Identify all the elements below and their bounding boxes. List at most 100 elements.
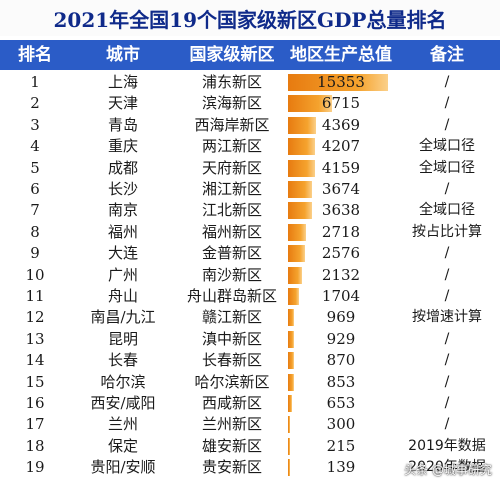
rank-cell: 12: [25, 308, 45, 327]
gdp-bar: [288, 437, 290, 455]
city-cell: 青岛: [107, 115, 138, 134]
city-cell: 南京: [107, 201, 138, 220]
note-cell: 按占比计算: [412, 223, 482, 240]
note-cell: /: [444, 416, 450, 433]
note-cell: /: [444, 181, 450, 197]
gdp-bar: [288, 159, 316, 177]
rank-cell: 3: [30, 115, 40, 134]
gdp-cell: 2132: [288, 265, 394, 286]
table-row: 13 昆明 滇中新区 929 /: [0, 329, 500, 350]
gdp-value: 2576: [321, 244, 361, 263]
city-cell: 大连: [107, 244, 138, 263]
city-cell: 西安/咸阳: [90, 394, 156, 412]
gdp-bar: [288, 223, 306, 241]
gdp-value: 2132: [321, 265, 361, 284]
city-cell: 成都: [107, 158, 138, 177]
rank-cell: 13: [25, 329, 45, 348]
zone-cell: 福州新区: [201, 222, 262, 241]
note-cell: /: [444, 373, 450, 390]
gdp-cell: 2576: [288, 243, 394, 264]
gdp-value: 1704: [321, 287, 361, 305]
watermark: 头条 @城事研究: [404, 463, 492, 477]
note-cell: 全域口径: [419, 202, 475, 219]
note-cell: 2020年数据: [408, 459, 486, 476]
rank-cell: 2: [30, 94, 40, 113]
city-cell: 哈尔滨: [100, 372, 146, 391]
rank-cell: 18: [25, 436, 45, 455]
zone-cell: 长春新区: [201, 351, 262, 370]
table-row: 7 南京 江北新区 3638 全域口径: [0, 200, 500, 221]
note-cell: /: [444, 95, 450, 112]
gdp-bar: [288, 373, 294, 391]
zone-cell: 两江新区: [201, 137, 262, 156]
city-cell: 昆明: [107, 329, 138, 348]
table-row: 17 兰州 兰州新区 300 /: [0, 414, 500, 435]
rank-cell: 15: [25, 372, 45, 391]
note-cell: 全域口径: [419, 159, 475, 176]
rank-cell: 11: [25, 287, 45, 305]
gdp-cell: 300: [288, 414, 394, 435]
zone-cell: 天府新区: [201, 158, 262, 177]
note-cell: 按增速计算: [412, 309, 482, 326]
zone-cell: 金普新区: [201, 244, 262, 263]
gdp-cell: 4369: [288, 115, 394, 136]
gdp-bar: [288, 330, 295, 348]
note-cell: /: [444, 288, 450, 304]
table-header: 排名 城市 国家级新区 地区生产总值 备注: [0, 40, 500, 70]
gdp-cell: 6715: [288, 93, 394, 114]
zone-cell: 浦东新区: [201, 73, 262, 91]
gdp-value: 4369: [321, 115, 361, 134]
gdp-bar: [288, 181, 312, 198]
gdp-value: 3674: [321, 180, 361, 198]
gdp-cell: 2718: [288, 222, 394, 243]
gdp-value: 853: [326, 372, 356, 391]
page-title: 2021年全国19个国家级新区GDP总量排名: [0, 0, 500, 36]
table-row: 5 成都 天府新区 4159 全域口径: [0, 158, 500, 179]
rank-cell: 16: [25, 394, 45, 412]
rank-cell: 4: [30, 137, 40, 156]
gdp-cell: 4207: [288, 136, 394, 157]
note-cell: /: [444, 116, 450, 133]
zone-cell: 滇中新区: [201, 329, 262, 348]
table-row: 3 青岛 西海岸新区 4369 /: [0, 115, 500, 136]
gdp-bar: [288, 288, 300, 305]
rank-cell: 1: [30, 73, 40, 91]
city-cell: 长沙: [107, 180, 138, 198]
header-gdp: 地区生产总值: [290, 45, 392, 65]
table-row: 2 天津 滨海新区 6715 /: [0, 93, 500, 114]
note-cell: /: [444, 330, 450, 347]
gdp-cell: 3674: [288, 179, 394, 200]
gdp-cell: 4159: [288, 158, 394, 179]
rank-cell: 6: [30, 180, 40, 198]
gdp-cell: 215: [288, 436, 394, 457]
city-cell: 上海: [107, 73, 138, 91]
rank-cell: 14: [25, 351, 45, 370]
gdp-cell: 1704: [288, 286, 394, 307]
gdp-cell: 929: [288, 329, 394, 350]
gdp-bar: [288, 395, 293, 412]
table-row: 12 南昌/九江 赣江新区 969 按增速计算: [0, 307, 500, 328]
rank-cell: 5: [30, 158, 40, 177]
gdp-bar: [288, 266, 302, 284]
note-cell: /: [444, 395, 450, 411]
city-cell: 保定: [107, 436, 138, 455]
note-cell: 2019年数据: [408, 437, 486, 454]
gdp-bar: [288, 95, 332, 113]
gdp-value: 2718: [321, 222, 361, 241]
table-row: 8 福州 福州新区 2718 按占比计算: [0, 222, 500, 243]
zone-cell: 舟山群岛新区: [186, 287, 277, 305]
gdp-bar: [288, 202, 312, 220]
table-row: 6 长沙 湘江新区 3674 /: [0, 179, 500, 200]
header-rank: 排名: [18, 45, 52, 65]
gdp-value: 929: [326, 329, 356, 348]
gdp-value: 300: [326, 415, 356, 434]
city-cell: 贵阳/安顺: [90, 458, 156, 477]
table-row: 1 上海 浦东新区 15353 /: [0, 72, 500, 93]
table-row: 15 哈尔滨 哈尔滨新区 853 /: [0, 372, 500, 393]
gdp-cell: 853: [288, 372, 394, 393]
note-cell: 全域口径: [419, 138, 475, 155]
rank-cell: 8: [30, 222, 40, 241]
zone-cell: 西咸新区: [201, 394, 262, 412]
rank-cell: 10: [25, 265, 45, 284]
table-row: 4 重庆 两江新区 4207 全域口径: [0, 136, 500, 157]
